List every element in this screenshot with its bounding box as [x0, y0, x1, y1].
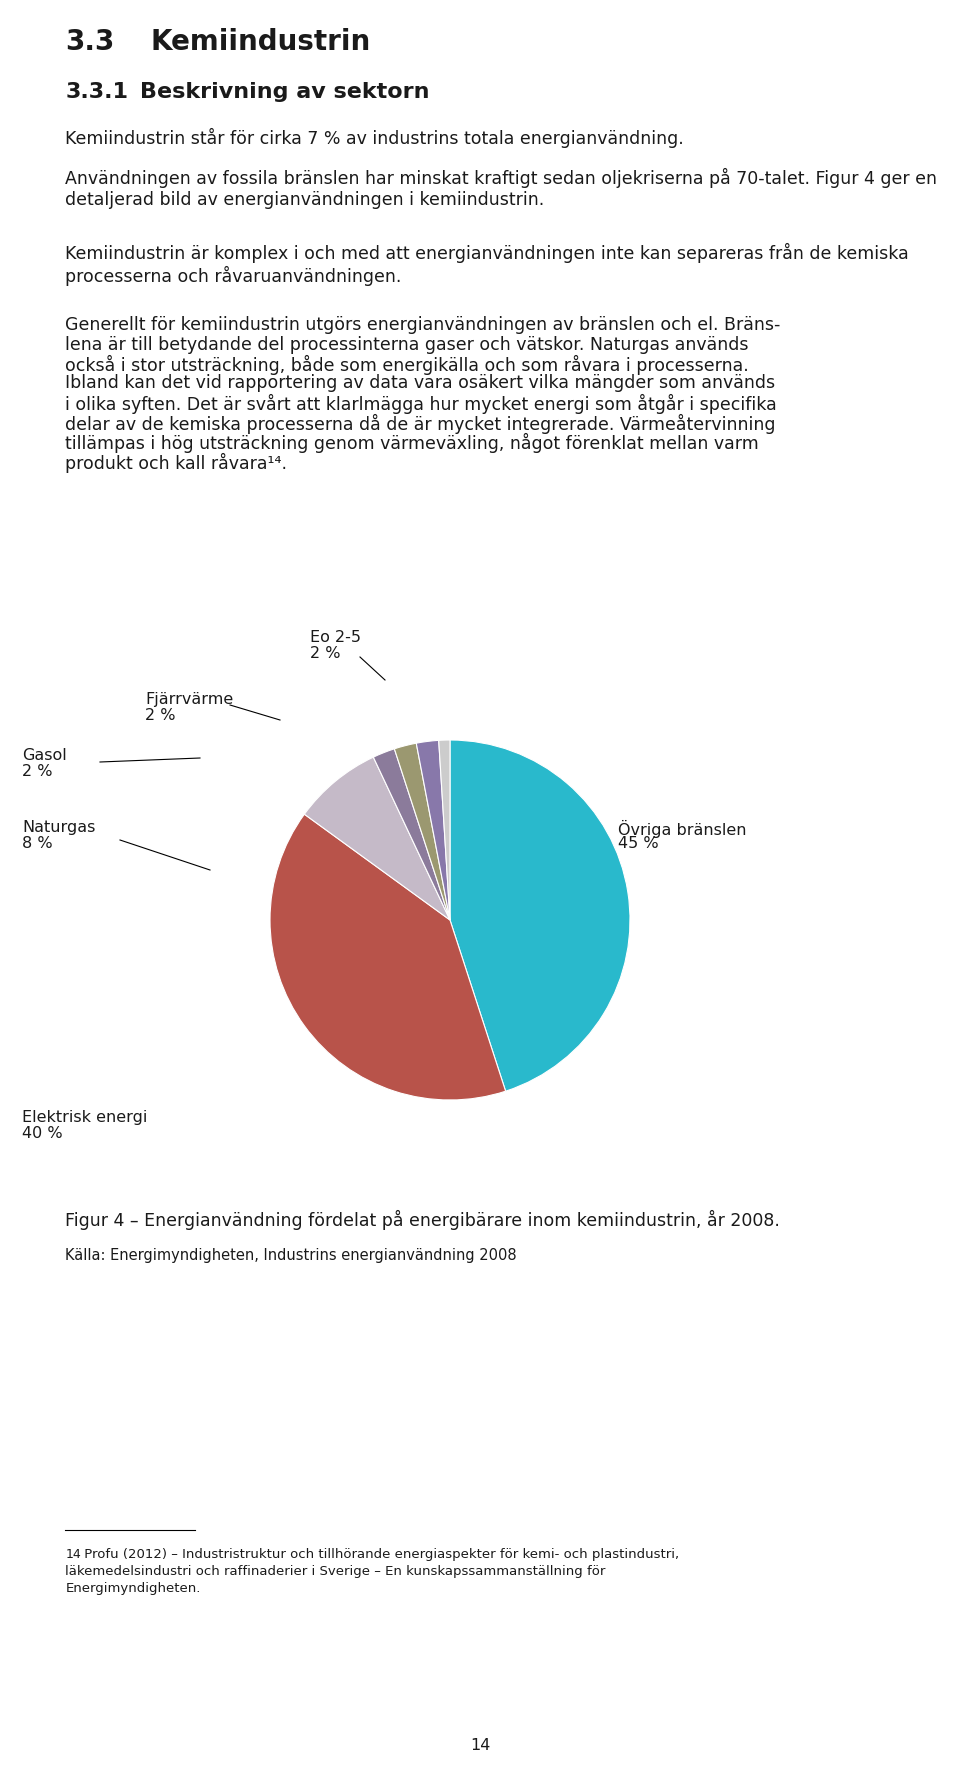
- Text: Energimyndigheten.: Energimyndigheten.: [65, 1582, 201, 1596]
- Text: 3.3: 3.3: [65, 28, 114, 57]
- Text: Kemiindustrin står för cirka 7 % av industrins totala energianvändning.: Kemiindustrin står för cirka 7 % av indu…: [65, 128, 684, 147]
- Text: Kemiindustrin: Kemiindustrin: [151, 28, 371, 57]
- Wedge shape: [450, 740, 630, 1092]
- Wedge shape: [373, 749, 450, 919]
- Wedge shape: [270, 815, 506, 1100]
- Text: också i stor utsträckning, både som energikälla och som råvara i processerna.: också i stor utsträckning, både som ener…: [65, 355, 749, 375]
- Wedge shape: [417, 740, 450, 919]
- Text: 3.3.1: 3.3.1: [65, 82, 129, 101]
- Text: Källa: Energimyndigheten, Industrins energianvändning 2008: Källa: Energimyndigheten, Industrins ene…: [65, 1248, 516, 1264]
- Text: 45 %: 45 %: [618, 836, 659, 852]
- Text: 40 %: 40 %: [22, 1127, 62, 1141]
- Text: Eo 2-5: Eo 2-5: [310, 630, 361, 644]
- Text: Fjärrvärme: Fjärrvärme: [145, 692, 233, 706]
- Text: Övriga bränslen: Övriga bränslen: [618, 820, 747, 838]
- Text: Kemiindustrin är komplex i och med att energianvändningen inte kan separeras frå: Kemiindustrin är komplex i och med att e…: [65, 243, 909, 286]
- Text: produkt och kall råvara¹⁴.: produkt och kall råvara¹⁴.: [65, 453, 287, 472]
- Text: Figur 4 – Energianvändning fördelat på energibärare inom kemiindustrin, år 2008.: Figur 4 – Energianvändning fördelat på e…: [65, 1211, 780, 1230]
- Text: delar av de kemiska processerna då de är mycket integrerade. Värmeåtervinning: delar av de kemiska processerna då de är…: [65, 414, 776, 433]
- Text: Ibland kan det vid rapportering av data vara osäkert vilka mängder som används: Ibland kan det vid rapportering av data …: [65, 375, 776, 392]
- Text: Elektrisk energi: Elektrisk energi: [22, 1109, 148, 1125]
- Text: tillämpas i hög utsträckning genom värmeväxling, något förenklat mellan varm: tillämpas i hög utsträckning genom värme…: [65, 433, 759, 453]
- Text: 2 %: 2 %: [310, 646, 341, 662]
- Text: 2 %: 2 %: [22, 765, 53, 779]
- Text: 2 %: 2 %: [145, 708, 176, 724]
- Text: i olika syften. Det är svårt att klarlmägga hur mycket energi som åtgår i specif: i olika syften. Det är svårt att klarlmä…: [65, 394, 777, 414]
- Wedge shape: [439, 740, 450, 919]
- Text: 14: 14: [65, 1548, 81, 1560]
- Text: Naturgas: Naturgas: [22, 820, 95, 834]
- Text: 14: 14: [469, 1738, 491, 1754]
- Wedge shape: [395, 744, 450, 919]
- Wedge shape: [304, 758, 450, 919]
- Text: Beskrivning av sektorn: Beskrivning av sektorn: [140, 82, 430, 101]
- Text: Generellt för kemiindustrin utgörs energianvändningen av bränslen och el. Bräns-: Generellt för kemiindustrin utgörs energ…: [65, 316, 780, 334]
- Text: Användningen av fossila bränslen har minskat kraftigt sedan oljekriserna på 70-t: Användningen av fossila bränslen har min…: [65, 169, 937, 209]
- Text: 8 %: 8 %: [22, 836, 53, 852]
- Text: Gasol: Gasol: [22, 747, 67, 763]
- Text: Profu (2012) – Industristruktur och tillhörande energiaspekter för kemi- och pla: Profu (2012) – Industristruktur och till…: [81, 1548, 680, 1560]
- Text: läkemedelsindustri och raffinaderier i Sverige – En kunskapssammanställning för: läkemedelsindustri och raffinaderier i S…: [65, 1566, 606, 1578]
- Text: lena är till betydande del processinterna gaser och vätskor. Naturgas används: lena är till betydande del processintern…: [65, 335, 749, 353]
